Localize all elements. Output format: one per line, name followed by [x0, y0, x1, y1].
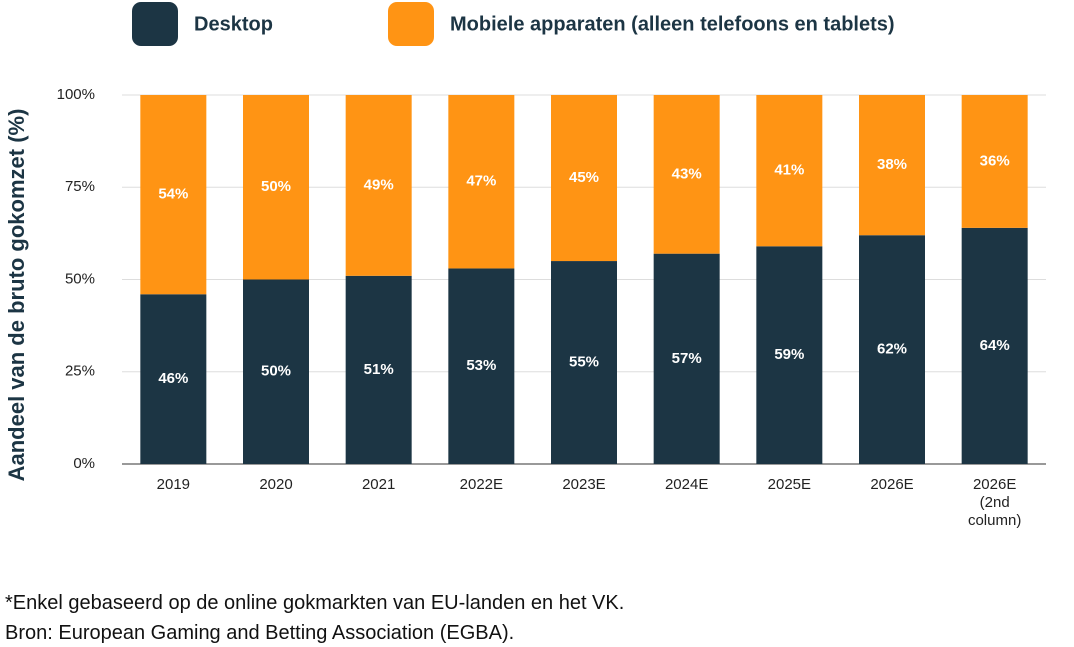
data-label: 45%: [569, 169, 599, 186]
data-label: 55%: [569, 353, 599, 370]
bar-segment: [859, 95, 925, 236]
y-tick-label: 50%: [65, 270, 95, 287]
y-tick-label: 0%: [73, 455, 95, 472]
data-label: 50%: [261, 363, 291, 380]
data-label: 47%: [466, 173, 496, 190]
data-label: 54%: [158, 186, 188, 203]
footnote: Bron: European Gaming and Betting Associ…: [5, 622, 515, 644]
data-label: 50%: [261, 178, 291, 195]
data-label: 43%: [672, 165, 702, 182]
legend-label: Mobiele apparaten (alleen telefoons en t…: [450, 13, 895, 35]
x-tick-label: 2019: [156, 476, 191, 493]
y-axis-label: Aandeel van de bruto gokomzet (%): [4, 109, 29, 482]
bar-segment: [243, 279, 309, 464]
x-tick-label: 2026E (2nd column): [967, 476, 1022, 529]
bar-segment: [345, 95, 412, 276]
data-label: 36%: [980, 152, 1010, 169]
x-tick-label: 2026E: [870, 476, 914, 493]
data-label: 41%: [774, 162, 804, 179]
data-label: 64%: [980, 337, 1010, 354]
data-label: 38%: [877, 156, 907, 173]
x-tick-label: 2021: [361, 476, 396, 493]
bar-segment: [551, 95, 617, 262]
y-tick-label: 100%: [57, 86, 95, 103]
data-label: 62%: [877, 341, 907, 358]
bar-segment: [961, 95, 1028, 228]
x-tick-label: 2024E: [664, 476, 709, 493]
data-label: 49%: [364, 176, 394, 193]
legend-swatch: [132, 2, 178, 46]
y-tick-label: 75%: [65, 178, 95, 195]
data-label: 59%: [774, 346, 804, 363]
legend-swatch: [388, 2, 434, 46]
bar-segment: [653, 253, 720, 464]
data-label: 51%: [364, 361, 394, 378]
bar-segment: [653, 95, 720, 254]
footnote: *Enkel gebaseerd op de online gokmarkten…: [5, 592, 625, 614]
x-tick-label: 2022E: [459, 476, 504, 493]
y-tick-label: 25%: [65, 363, 95, 380]
data-label: 53%: [466, 357, 496, 374]
bar-segment: [140, 95, 207, 295]
data-label: 57%: [672, 350, 702, 367]
bar-segment: [243, 95, 309, 280]
legend-label: Desktop: [194, 13, 273, 35]
bar-segment: [551, 261, 617, 464]
x-tick-label: 2020: [259, 476, 293, 493]
bar-segment: [140, 294, 207, 464]
bar-segment: [345, 275, 412, 464]
bar-segment: [756, 246, 823, 464]
bar-segment: [961, 227, 1028, 464]
bar-segment: [448, 268, 515, 464]
bar-segment: [448, 95, 515, 269]
x-tick-label: 2025E: [767, 476, 812, 493]
x-tick-label: 2023E: [562, 476, 606, 493]
data-label: 46%: [158, 370, 188, 387]
bar-segment: [756, 95, 823, 247]
bar-segment: [859, 235, 925, 464]
